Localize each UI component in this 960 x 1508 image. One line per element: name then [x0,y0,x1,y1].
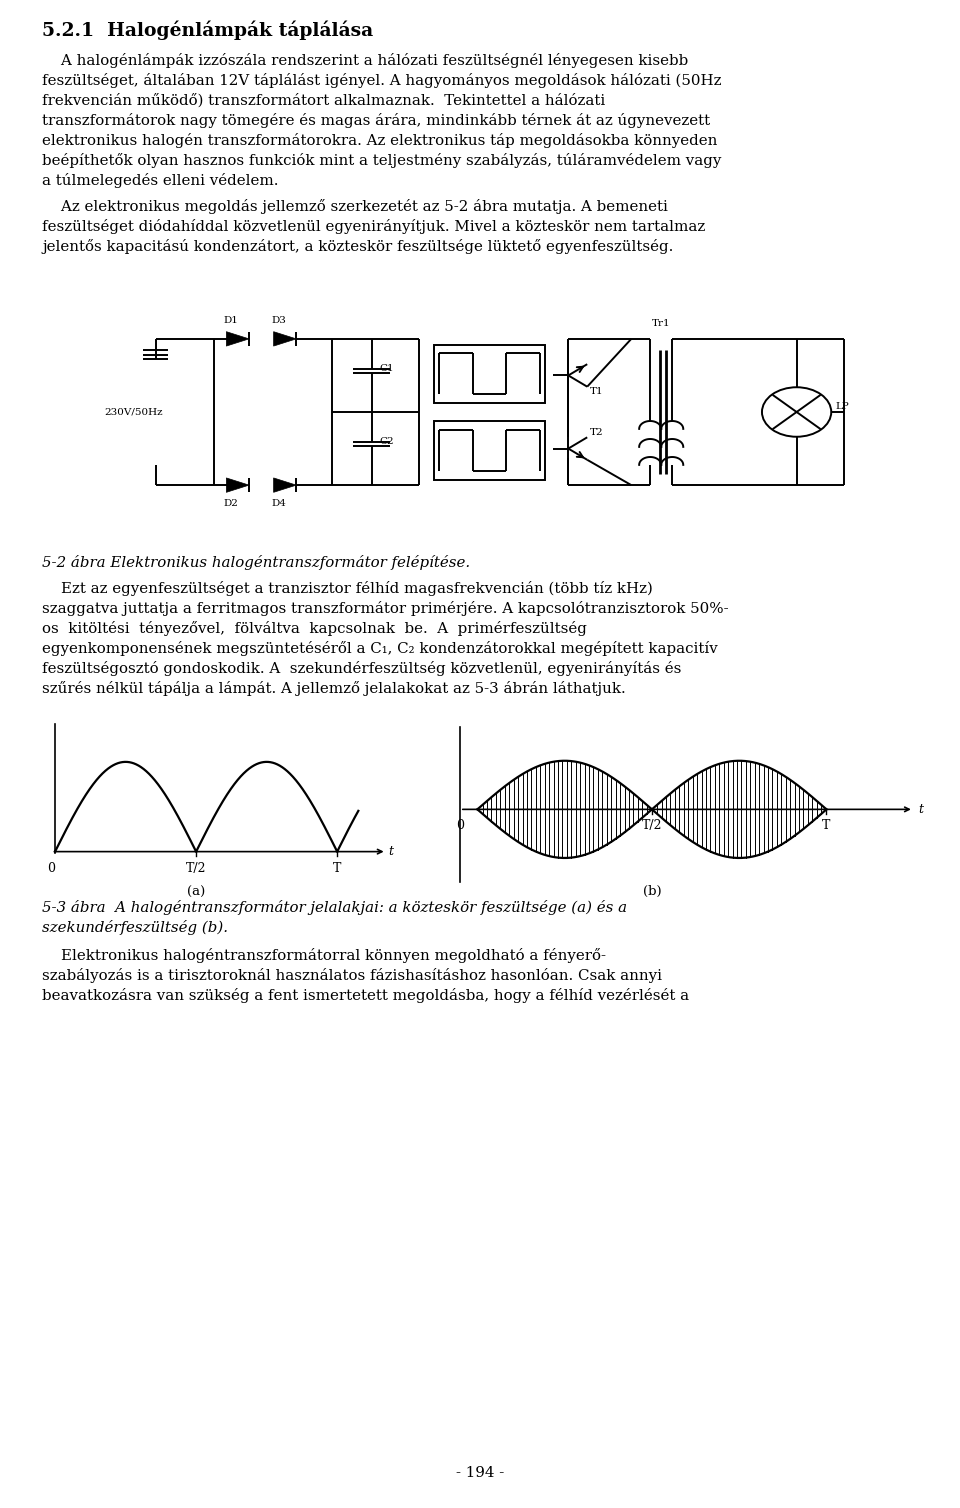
Text: t: t [918,802,924,816]
Text: Elektronikus halogéntranszformátorral könnyen megoldható a fényerő-: Elektronikus halogéntranszformátorral kö… [42,949,606,964]
Text: t: t [388,844,393,858]
Text: frekvencián működő) transzformátort alkalmaznak.  Tekintettel a hálózati: frekvencián működő) transzformátort alka… [42,93,605,107]
Text: D3: D3 [271,317,286,326]
Text: C1: C1 [379,365,394,372]
Text: szaggatva juttatja a ferritmagos transzformátor primérjére. A kapcsolótranziszto: szaggatva juttatja a ferritmagos transzf… [42,602,729,615]
Text: 5-2 ábra Elektronikus halogéntranszformátor felépítése.: 5-2 ábra Elektronikus halogéntranszformá… [42,555,470,570]
Text: 5.2.1  Halogénlámpák táplálása: 5.2.1 Halogénlámpák táplálása [42,20,373,39]
Text: (b): (b) [642,885,661,897]
Text: Az elektronikus megoldás jellemző szerkezetét az 5-2 ábra mutatja. A bemeneti: Az elektronikus megoldás jellemző szerke… [42,199,668,214]
Text: (a): (a) [187,885,205,899]
Text: os  kitöltési  tényezővel,  fölváltva  kapcsolnak  be.  A  primérfeszültség: os kitöltési tényezővel, fölváltva kapcs… [42,621,587,636]
Text: - 194 -: - 194 - [456,1466,504,1479]
Text: 0: 0 [456,819,464,832]
Text: D4: D4 [271,499,286,508]
Text: T: T [333,863,342,875]
Text: feszültséget, általában 12V táplálást igényel. A hagyományos megoldások hálózati: feszültséget, általában 12V táplálást ig… [42,72,722,87]
Text: C2: C2 [379,437,394,446]
Text: A halogénlámpák izzószála rendszerint a hálózati feszültségnél lényegesen kisebb: A halogénlámpák izzószála rendszerint a … [42,53,688,68]
Text: jelentős kapacitású kondenzátort, a közteskör feszültsége lüktető egyenfeszültsé: jelentős kapacitású kondenzátort, a közt… [42,238,673,253]
Text: D1: D1 [224,317,239,326]
Text: T: T [823,819,830,832]
Text: 5-3 ábra  A halogéntranszformátor jelalakjai: a közteskör feszültsége (a) és a: 5-3 ábra A halogéntranszformátor jelalak… [42,900,627,915]
Text: beavatkozásra van szükség a fent ismertetett megoldásba, hogy a félhíd vezérlésé: beavatkozásra van szükség a fent ismerte… [42,988,689,1003]
Polygon shape [274,332,297,345]
Text: beépíthetők olyan hasznos funkciók mint a teljestmény szabályzás, túláramvédelem: beépíthetők olyan hasznos funkciók mint … [42,152,721,167]
Text: LP: LP [836,401,850,410]
Text: T2: T2 [590,428,604,437]
Text: szűrés nélkül tápálja a lámpát. A jellemző jelalakokat az 5-3 ábrán láthatjuk.: szűrés nélkül tápálja a lámpát. A jellem… [42,682,626,697]
Text: T/2: T/2 [186,863,206,875]
Polygon shape [274,478,297,492]
Text: Ezt az egyenfeszültséget a tranzisztor félhíd magasfrekvencián (több tíz kHz): Ezt az egyenfeszültséget a tranzisztor f… [42,581,653,596]
Text: D2: D2 [224,499,239,508]
Text: Tr1: Tr1 [652,318,670,327]
Polygon shape [227,478,249,492]
Text: szabályozás is a tirisztoroknál használatos fázishasításhoz hasonlóan. Csak anny: szabályozás is a tirisztoroknál használa… [42,968,662,983]
Text: 230V/50Hz: 230V/50Hz [104,407,162,416]
Text: a túlmelegedés elleni védelem.: a túlmelegedés elleni védelem. [42,173,278,188]
Text: szekundérfeszültség (b).: szekundérfeszültség (b). [42,920,228,935]
Bar [435,421,544,480]
Text: egyenkomponensének megszüntetéséről a C₁, C₂ kondenzátorokkal megépített kapacit: egyenkomponensének megszüntetéséről a C₁… [42,641,718,656]
Text: 0: 0 [48,863,56,875]
Text: feszültséget diódahíddal közvetlenül egyenirányítjuk. Mivel a közteskör nem tart: feszültséget diódahíddal közvetlenül egy… [42,219,706,234]
Polygon shape [227,332,249,345]
Text: T/2: T/2 [641,819,662,832]
Text: feszültségosztó gondoskodik. A  szekundérfeszültség közvetlenül, egyenirányítás : feszültségosztó gondoskodik. A szekundér… [42,661,682,676]
Bar [435,344,544,403]
Text: T1: T1 [590,386,604,395]
Text: transzformátorok nagy tömegére és magas árára, mindinkább térnek át az úgyneveze: transzformátorok nagy tömegére és magas … [42,113,710,128]
Text: elektronikus halogén transzformátorokra. Az elektronikus táp megoldásokba könnye: elektronikus halogén transzformátorokra.… [42,133,717,148]
